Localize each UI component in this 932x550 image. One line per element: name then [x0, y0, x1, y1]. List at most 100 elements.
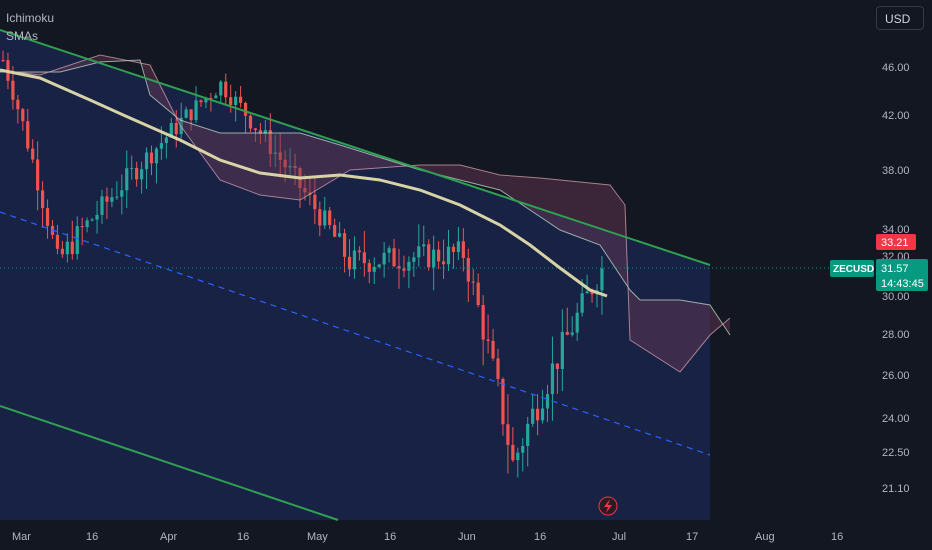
- channel-upper-line: [0, 29, 711, 266]
- x-tick: May: [307, 531, 328, 543]
- candle-body: [432, 249, 436, 268]
- x-tick: Aug: [755, 531, 775, 543]
- candle-body: [239, 96, 243, 103]
- x-tick: 16: [831, 531, 843, 543]
- y-tick: 24.00: [882, 413, 910, 425]
- candle-body: [531, 408, 535, 424]
- candle-body: [41, 190, 45, 209]
- legend-smas[interactable]: SMAs: [6, 29, 39, 43]
- y-tick: 26.00: [882, 370, 910, 382]
- candle-body: [545, 394, 550, 409]
- y-tick: 38.00: [882, 165, 910, 177]
- channel-lower-line: [0, 405, 339, 521]
- x-tick: 16: [86, 531, 98, 543]
- candle-body: [466, 257, 470, 282]
- candle-body: [55, 234, 60, 249]
- candle-body: [313, 194, 317, 210]
- candle-body: [60, 248, 64, 255]
- candle-body: [214, 95, 218, 99]
- candle-body: [209, 97, 213, 99]
- candle-body: [377, 264, 381, 267]
- lightning-event-icon[interactable]: [598, 496, 618, 516]
- candle-body: [140, 169, 144, 180]
- candle-body: [506, 424, 510, 445]
- y-tick: 22.50: [882, 447, 910, 459]
- candle-body: [382, 252, 386, 265]
- candle-body: [303, 187, 307, 193]
- svg-text:33.21: 33.21: [881, 237, 909, 249]
- channel-midline: [0, 211, 711, 456]
- candle-body: [26, 121, 30, 149]
- candle-body: [293, 165, 297, 169]
- last-price-tag: 31.57 14:43:45: [876, 259, 928, 291]
- candle-body: [36, 159, 40, 191]
- candle-body: [204, 97, 208, 103]
- candle-body: [417, 246, 421, 258]
- x-tick: 16: [384, 531, 396, 543]
- candle-body: [511, 444, 515, 461]
- x-tick: 17: [686, 531, 698, 543]
- legend-ichimoku[interactable]: Ichimoku: [6, 11, 55, 25]
- x-tick: 16: [534, 531, 546, 543]
- candle-body: [273, 152, 277, 155]
- candle-body: [580, 293, 584, 313]
- candle-body: [130, 167, 134, 169]
- candle-body: [45, 208, 50, 226]
- candle-body: [347, 256, 352, 270]
- candle-body: [333, 224, 337, 237]
- candle-body: [248, 115, 253, 129]
- candle-body: [169, 122, 173, 138]
- candle-body: [357, 250, 361, 253]
- time-axis[interactable]: Mar 16 Apr 16 May 16 Jun 16 Jul 17 Aug 1…: [12, 531, 843, 543]
- candle-body: [95, 214, 99, 220]
- x-tick: Jun: [458, 531, 476, 543]
- candle-body: [516, 452, 520, 461]
- candle-body: [318, 209, 322, 226]
- candle-body: [194, 100, 198, 121]
- currency-button[interactable]: USD: [876, 6, 924, 30]
- candle-body: [362, 252, 366, 264]
- y-tick: 46.00: [882, 62, 910, 74]
- candle-body: [268, 130, 272, 155]
- candle-body: [159, 143, 163, 149]
- candle-body: [456, 241, 460, 252]
- symbol-tag: ZECUSD: [830, 260, 874, 277]
- x-tick: Jul: [612, 531, 626, 543]
- candle-body: [550, 363, 555, 395]
- price-axis[interactable]: 46.00 42.00 38.00 34.00 30.00 28.00 26.0…: [882, 62, 910, 495]
- candle-body: [278, 152, 282, 160]
- candle-body: [21, 109, 25, 122]
- candle-body: [422, 244, 426, 247]
- candle-body: [501, 378, 505, 425]
- cloud-fill: [0, 55, 730, 372]
- x-tick: Apr: [160, 531, 177, 543]
- candle-body: [85, 220, 89, 228]
- candle-body: [481, 305, 485, 340]
- candle-body: [486, 339, 490, 341]
- candle-body: [565, 331, 569, 335]
- candle-body: [120, 190, 124, 197]
- x-tick: 16: [237, 531, 249, 543]
- y-tick: 42.00: [882, 110, 910, 122]
- candle-body: [80, 226, 84, 228]
- candle-body: [135, 167, 139, 180]
- candle-body: [219, 81, 223, 96]
- candle-body: [555, 363, 559, 369]
- candle-body: [105, 196, 109, 202]
- candle-body: [100, 196, 104, 215]
- candle-body: [427, 244, 431, 268]
- candle-body: [560, 331, 564, 369]
- candle-body: [90, 219, 94, 221]
- candle-body: [471, 281, 475, 283]
- candle-body: [352, 250, 357, 270]
- candle-body: [288, 165, 292, 168]
- candle-body: [496, 358, 500, 379]
- cloud-span-b: [0, 54, 731, 373]
- candle-body: [164, 137, 168, 144]
- candle-body: [224, 81, 228, 98]
- candle-body: [461, 241, 465, 258]
- candle-body: [441, 261, 446, 265]
- candle-body: [526, 423, 530, 446]
- candle-body: [189, 109, 193, 121]
